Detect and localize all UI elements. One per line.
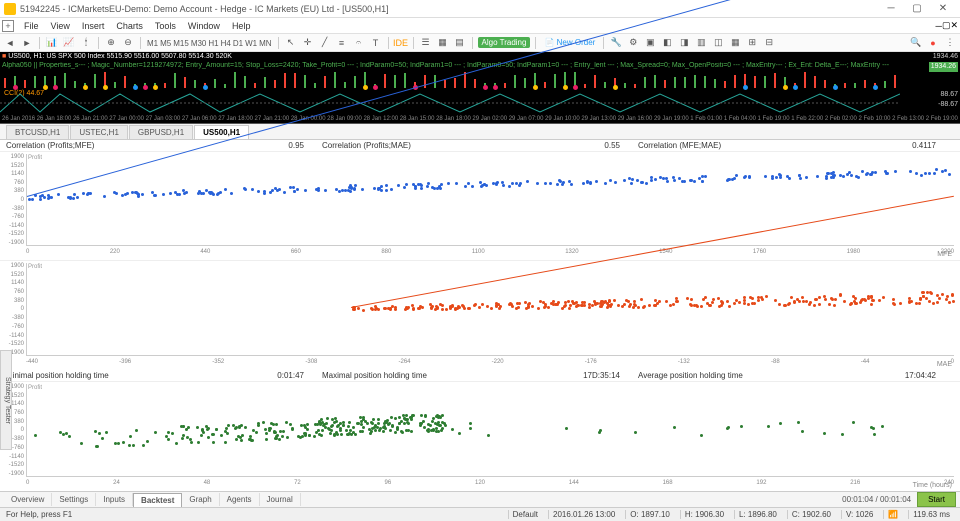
tool8-icon[interactable]: ▦	[728, 36, 742, 50]
backtest-tab-inputs[interactable]: Inputs	[96, 493, 133, 506]
zoom-in-icon[interactable]: ⊕	[104, 36, 118, 50]
menu-help[interactable]: Help	[226, 21, 257, 31]
timeframe-D1[interactable]: D1	[232, 39, 244, 48]
equi-line-icon[interactable]: ≡	[335, 36, 349, 50]
tool5-icon[interactable]: ◨	[677, 36, 691, 50]
tool9-icon[interactable]: ⊞	[745, 36, 759, 50]
app-icon	[4, 3, 16, 15]
algo-trading-button[interactable]: Algo Trading	[478, 37, 531, 48]
menubar: + FileViewInsertChartsToolsWindowHelp ─ …	[0, 18, 960, 34]
backtest-tab-overview[interactable]: Overview	[4, 493, 52, 506]
menu-view[interactable]: View	[45, 21, 76, 31]
scatter-mae: Profit 1900152011407603800-380-760-1140-…	[0, 261, 960, 370]
maximize-button[interactable]: ▢	[904, 1, 930, 17]
nav-fwd-icon[interactable]: ►	[20, 36, 34, 50]
menu-file[interactable]: File	[18, 21, 45, 31]
strategy-tester-tab[interactable]: Strategy Tester	[0, 350, 12, 450]
menu-icon[interactable]: ⋮	[943, 36, 957, 50]
grid-icon[interactable]: ▦	[436, 36, 450, 50]
toolbar-main: ◄ ► 📊 📈 🕯 ⊕ ⊖ M1M5M15M30H1H4D1W1MN ↖ ✛ ╱…	[0, 34, 960, 52]
zoom-out-icon[interactable]: ⊖	[121, 36, 135, 50]
crosshair-icon[interactable]: ✛	[301, 36, 315, 50]
symbol-tab-GBPUSD-H1[interactable]: GBPUSD,H1	[129, 125, 193, 139]
holding-time-header: Minimal position holding time0:01:47Maxi…	[0, 370, 960, 382]
chart-candle-icon[interactable]: 🕯	[79, 36, 93, 50]
timeframe-M30[interactable]: M30	[190, 39, 208, 48]
timeframe-W1[interactable]: W1	[244, 39, 258, 48]
symbol-tabs: BTCUSD,H1USTEC,H1GBPUSD,H1US500,H1	[0, 124, 960, 140]
price-chart[interactable]: ■ US500, H1: US SPX 500 Index 5515.90 55…	[0, 52, 960, 124]
symbol-tab-BTCUSD-H1[interactable]: BTCUSD,H1	[6, 125, 69, 139]
chart-line-icon[interactable]: 📈	[62, 36, 76, 50]
tool3-icon[interactable]: ▣	[643, 36, 657, 50]
timeframe-H4[interactable]: H4	[220, 39, 232, 48]
menu-window[interactable]: Window	[182, 21, 226, 31]
timeframe-MN[interactable]: MN	[258, 39, 272, 48]
backtest-tab-backtest[interactable]: Backtest	[133, 493, 182, 507]
backtest-tab-settings[interactable]: Settings	[52, 493, 96, 506]
trend-line-icon[interactable]: ╱	[318, 36, 332, 50]
analysis-charts: Profit 1900152011407603800-380-760-1140-…	[0, 152, 960, 370]
timeframe-M5[interactable]: M5	[159, 39, 172, 48]
start-button[interactable]: Start	[917, 492, 956, 507]
chart-params-line: Alpha050 || Properties_s--- ; Magic_Numb…	[2, 62, 920, 69]
tool7-icon[interactable]: ◫	[711, 36, 725, 50]
chart-timeline: 26 Jan 201626 Jan 18:0026 Jan 21:0027 Ja…	[2, 116, 958, 122]
menu-charts[interactable]: Charts	[110, 21, 149, 31]
backtest-tab-agents[interactable]: Agents	[220, 493, 260, 506]
timeframe-M1[interactable]: M1	[146, 39, 159, 48]
fibo-icon[interactable]: 𝄐	[352, 36, 366, 50]
close-button[interactable]: ✕	[930, 1, 956, 17]
ide-icon[interactable]: IDE	[394, 36, 408, 50]
panel-icon[interactable]: ▤	[453, 36, 467, 50]
symbol-tab-USTEC-H1[interactable]: USTEC,H1	[70, 125, 128, 139]
scatter-holding: Profit 1900152011407603800-380-760-1140-…	[0, 382, 960, 491]
timeframe-M15[interactable]: M15	[172, 39, 190, 48]
tool6-icon[interactable]: ▥	[694, 36, 708, 50]
alert-icon[interactable]: ●	[926, 36, 940, 50]
tool2-icon[interactable]: ⚙	[626, 36, 640, 50]
text-icon[interactable]: T	[369, 36, 383, 50]
search-icon[interactable]: 🔍	[909, 36, 923, 50]
backtest-tabs: OverviewSettingsInputsBacktestGraphAgent…	[0, 491, 960, 507]
cci-wave	[0, 92, 900, 114]
tool10-icon[interactable]: ⊟	[762, 36, 776, 50]
minimize-button[interactable]: ─	[878, 1, 904, 17]
titlebar: 51942245 - ICMarketsEU-Demo: Demo Accoun…	[0, 0, 960, 18]
timeframe-H1[interactable]: H1	[207, 39, 219, 48]
child-close-button[interactable]: ✕	[950, 20, 958, 31]
backtest-tab-journal[interactable]: Journal	[260, 493, 301, 506]
chart-header-line: ■ US500, H1: US SPX 500 Index 5515.90 55…	[2, 53, 958, 60]
child-maximize-button[interactable]: ▢	[942, 20, 951, 31]
scatter-mfe: Profit 1900152011407603800-380-760-1140-…	[0, 152, 960, 261]
list-icon[interactable]: ☰	[419, 36, 433, 50]
cursor-icon[interactable]: ↖	[284, 36, 298, 50]
backtest-tab-graph[interactable]: Graph	[182, 493, 219, 506]
menu-tools[interactable]: Tools	[149, 21, 182, 31]
expand-menu-icon[interactable]: +	[2, 20, 14, 32]
tool4-icon[interactable]: ◧	[660, 36, 674, 50]
menu-insert[interactable]: Insert	[76, 21, 111, 31]
correlation-header: Correlation (Profits;MFE)0.95Correlation…	[0, 140, 960, 152]
chart-type-icon[interactable]: 📊	[45, 36, 59, 50]
tool-icon[interactable]: 🔧	[609, 36, 623, 50]
window-title: 51942245 - ICMarketsEU-Demo: Demo Accoun…	[20, 4, 878, 14]
nav-back-icon[interactable]: ◄	[3, 36, 17, 50]
status-bar: For Help, press F1 Default 2016.01.26 13…	[0, 507, 960, 521]
price-scale: 1934.46 1934.26 88.67 -88.67	[929, 52, 958, 110]
backtest-timer: 00:01:04 / 00:01:04	[836, 495, 917, 504]
